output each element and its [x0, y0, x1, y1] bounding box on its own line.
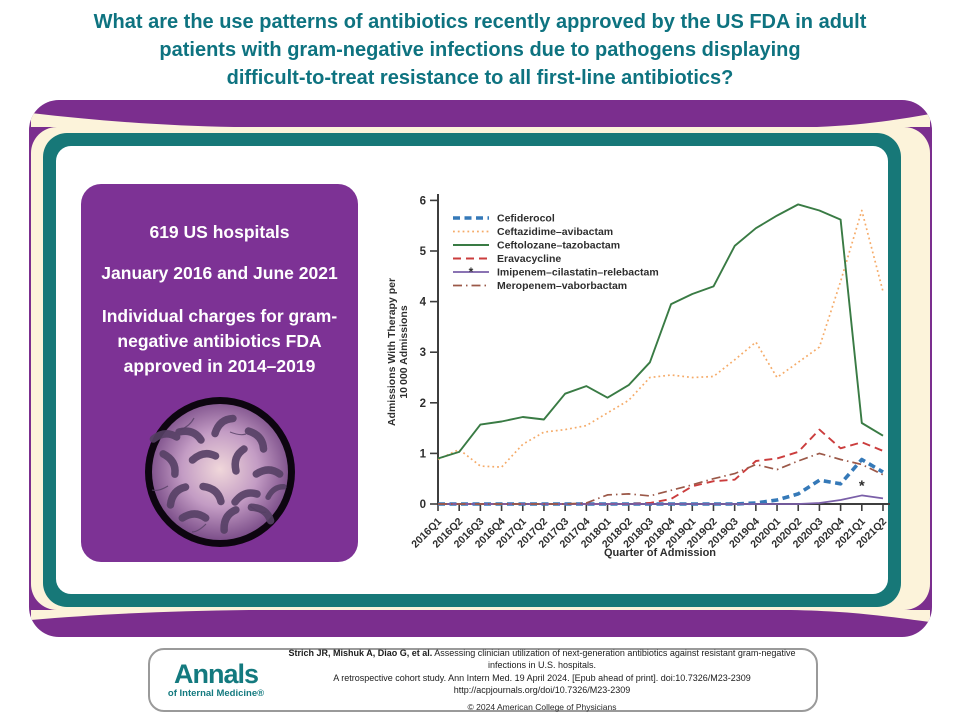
page-title: What are the use patterns of antibiotics… [0, 8, 960, 92]
x-axis-title: Quarter of Admission [604, 547, 716, 559]
annotation-star: * [859, 477, 865, 494]
legend-star: * [469, 265, 474, 279]
legend-label: Cefiderocol [497, 213, 555, 225]
annals-logo-sub: of Internal Medicine® [167, 688, 265, 700]
legend-label: Imipenem–cilastatin–relebactam [497, 267, 659, 279]
bacteria-flagella [151, 417, 266, 533]
annals-logo: Annals of Internal Medicine® [150, 661, 282, 699]
annals-logo-main: Annals [173, 659, 259, 690]
stat-hospitals: 619 US hospitals [149, 222, 290, 242]
stat-charges: Individual charges for gram-negative ant… [101, 306, 338, 376]
swoosh-bottom-right [791, 610, 930, 622]
citation-line-2: A retrospective cohort study. Ann Intern… [333, 672, 751, 683]
y-tick-label: 6 [420, 195, 426, 207]
y-axis-title: Admissions With Therapy per10 000 Admiss… [386, 278, 410, 426]
y-tick-label: 1 [420, 448, 427, 460]
copyright-line: © 2024 American College of Physicians [467, 701, 617, 712]
swoosh-top-left [31, 113, 234, 127]
citation-text: Strich JR, Mishuk A, Diao G, et al. Asse… [282, 647, 816, 714]
series-Eravacycline [438, 428, 884, 505]
title-line-3: difficult-to-treat resistance to all fir… [226, 67, 734, 89]
swoosh-bottom-left [31, 610, 249, 620]
y-tick-label: 5 [420, 246, 427, 258]
series-Ceftazidime–avibactam [437, 209, 884, 468]
y-tick-label: 0 [420, 499, 426, 511]
citation-box: Annals of Internal Medicine® Strich JR, … [148, 648, 818, 712]
stats-panel: 619 US hospitals January 2016 and June 2… [81, 184, 358, 562]
y-tick-label: 3 [420, 347, 426, 359]
citation-line-1: Strich JR, Mishuk A, Diao G, et al. Asse… [288, 647, 796, 671]
admissions-line-chart: 01234562016Q12016Q22016Q32016Q42017Q1201… [386, 194, 890, 559]
y-tick-label: 4 [420, 297, 427, 309]
title-line-1: What are the use patterns of antibiotics… [93, 11, 867, 33]
stat-period: January 2016 and June 2021 [101, 263, 338, 283]
series-Meropenem–vaborbactam [438, 452, 884, 505]
bacteria-rods [149, 414, 287, 534]
swoosh-top-right [817, 114, 930, 127]
legend-label: Ceftazidime–avibactam [497, 226, 613, 238]
bacteria-illustration-wrap [81, 389, 358, 560]
bacteria-illustration [144, 397, 295, 547]
legend-label: Meropenem–vaborbactam [497, 280, 627, 292]
legend-label: Eravacycline [497, 253, 561, 265]
series-Ceftolozane–tazobactam [437, 203, 884, 460]
title-line-2: patients with gram-negative infections d… [159, 39, 801, 61]
y-tick-label: 2 [420, 398, 426, 410]
legend-label: Ceftolozane–tazobactam [497, 240, 620, 252]
series-Cefiderocol [438, 457, 884, 506]
citation-url[interactable]: http://acpjournals.org/doi/10.7326/M23-2… [453, 685, 631, 696]
